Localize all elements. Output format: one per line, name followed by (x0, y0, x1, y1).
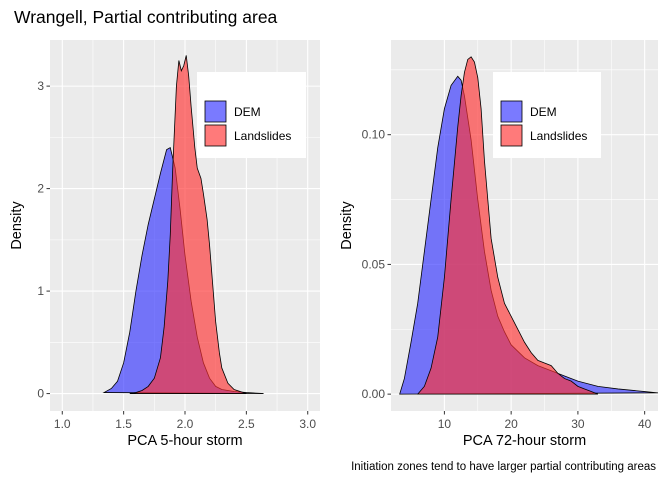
x-axis-title: PCA 72-hour storm (463, 433, 586, 449)
y-tick-label: 0 (37, 387, 44, 401)
x-tick-label: 1.0 (54, 417, 71, 431)
x-tick-label: 40 (638, 417, 652, 431)
legend-label: DEM (234, 105, 261, 119)
x-tick-label: 3.0 (299, 417, 316, 431)
x-tick-label: 1.5 (115, 417, 132, 431)
plot-caption: Initiation zones tend to have larger par… (351, 461, 656, 473)
legend-key-landslides (204, 124, 227, 147)
legend-label: DEM (530, 105, 557, 119)
y-tick-label: 0.05 (362, 257, 386, 271)
legend: DEM Landslides (493, 72, 601, 158)
legend-key-dem (204, 100, 227, 123)
y-tick-label: 3 (37, 79, 44, 93)
legend-label: Landslides (530, 129, 587, 143)
y-tick-label: 1 (37, 284, 44, 298)
x-tick-label: 2.5 (238, 417, 255, 431)
y-axis-title: Density (9, 201, 25, 250)
y-tick-label: 0.00 (362, 387, 386, 401)
legend: DEM Landslides (197, 72, 306, 158)
plot-title: Wrangell, Partial contributing area (14, 7, 278, 27)
legend-key-dem (500, 100, 523, 123)
x-tick-label: 2.0 (177, 417, 194, 431)
chart-panel-1: 1.0 1.5 2.0 2.5 3.0 0 1 2 3 PCA 5-hour storm Densi… (9, 40, 320, 449)
legend-key-landslides (500, 124, 523, 147)
x-tick-label: 10 (438, 417, 452, 431)
density-landslides (129, 55, 247, 394)
y-axis-title: Density (339, 201, 355, 250)
x-axis-title: PCA 5-hour storm (127, 433, 242, 449)
legend-label: Landslides (234, 129, 291, 143)
x-tick-label: 30 (571, 417, 585, 431)
x-tick-label: 20 (504, 417, 518, 431)
density-landslides (416, 56, 599, 395)
y-tick-label: 0.10 (362, 128, 386, 142)
y-tick-label: 2 (37, 182, 44, 196)
chart-panel-2: 10 20 30 40 0.00 0.05 0.10 PCA 72-hour storm Den… (339, 40, 658, 449)
